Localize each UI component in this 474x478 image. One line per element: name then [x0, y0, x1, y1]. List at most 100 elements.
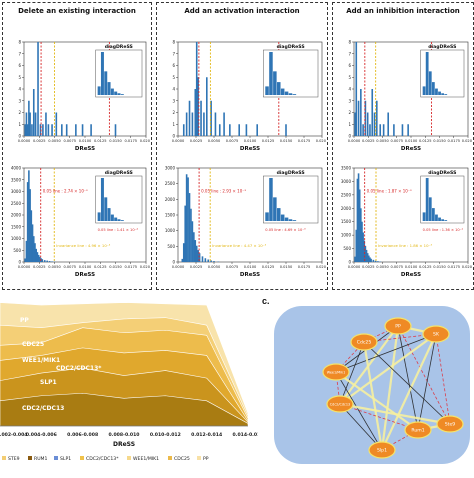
bar — [194, 89, 196, 136]
y-tick-label: 3000 — [341, 179, 352, 184]
x-tick-label: 0.006-0.008 — [67, 432, 98, 438]
inset-bar — [289, 219, 293, 221]
bar — [369, 124, 371, 136]
x-tick-label: 0.0175 — [447, 139, 460, 143]
red-line-note: 0.05 line : 2.93 × 10⁻³ — [201, 188, 246, 193]
x-tick-label: 0.010-0.012 — [150, 432, 181, 438]
bar — [184, 206, 186, 262]
y-tick-label: 500 — [343, 246, 351, 251]
inset-bar — [285, 92, 289, 95]
x-tick-label: 0.0100 — [244, 265, 257, 269]
bar — [376, 101, 378, 136]
bar — [35, 113, 37, 137]
x-axis-label: DReSS — [401, 146, 421, 152]
bar — [49, 261, 51, 262]
bar — [189, 101, 191, 136]
bar — [186, 174, 188, 262]
inset-title: diagDReSS — [105, 170, 133, 176]
red-line-note: 0.05 line : 2.74 × 10⁻³ — [43, 188, 88, 193]
y-tick-label: 8 — [172, 40, 175, 45]
legend-label: SLP1 — [60, 456, 71, 462]
inset-bar — [265, 212, 269, 221]
x-tick-label: 0.0125 — [94, 265, 107, 269]
network-node-label: Cdc25 — [357, 340, 372, 346]
inset-bar — [277, 208, 281, 221]
y-tick-label: 3000 — [165, 166, 176, 171]
panel-title: Add an activation interaction — [157, 7, 327, 15]
x-tick-label: 0.0075 — [63, 265, 76, 269]
inset-bar — [101, 52, 104, 95]
inset-title: diagDReSS — [277, 44, 305, 50]
x-tick-label: 0.0075 — [226, 265, 239, 269]
x-tick-label: 0.0025 — [190, 139, 203, 143]
y-tick-label: 3 — [172, 98, 175, 103]
y-tick-label: 0 — [172, 260, 175, 265]
inset-bar — [104, 71, 107, 95]
bar — [196, 42, 198, 136]
bar — [192, 113, 194, 137]
x-tick-label: 0.0025 — [33, 265, 46, 269]
bar — [371, 89, 373, 136]
legend-label: WEE1/MIK1 — [133, 456, 159, 462]
legend-swatch — [2, 456, 6, 460]
inset-bar — [293, 94, 297, 95]
y-tick-label: 3500 — [11, 177, 22, 182]
bar — [61, 124, 63, 136]
x-tick-label: 0.0075 — [226, 139, 239, 143]
x-tick-label: 0.0100 — [405, 139, 418, 143]
inset-bar — [277, 82, 281, 95]
bar — [194, 240, 196, 262]
y-tick-label: 2500 — [165, 181, 176, 186]
x-tick-label: 0.0050 — [48, 139, 61, 143]
x-tick-label: 0.0100 — [244, 139, 257, 143]
y-tick-label: 6 — [348, 63, 351, 68]
x-axis-label: DReSS — [113, 441, 135, 448]
network-node-label: Ste9 — [445, 422, 456, 428]
area-layer-label: CDC2/CDC13* — [56, 365, 102, 372]
inset-bar — [108, 208, 111, 221]
bar — [373, 260, 375, 262]
x-tick-label: 0.004-0.006 — [26, 432, 57, 438]
x-tick-label: 0.0125 — [419, 265, 432, 269]
y-tick-label: 6 — [172, 63, 175, 68]
y-tick-label: 2000 — [11, 213, 22, 218]
x-axis-label: DReSS — [401, 272, 421, 278]
inset-bar — [426, 52, 429, 95]
x-tick-label: 0.002-0.004 — [0, 432, 27, 438]
y-tick-label: 7 — [348, 51, 351, 56]
inset-title: diagDReSS — [277, 170, 305, 176]
y-tick-label: 2 — [18, 110, 21, 115]
y-tick-label: 3000 — [11, 189, 22, 194]
bar — [82, 124, 84, 136]
y-tick-label: 5 — [348, 75, 351, 80]
y-tick-label: 0 — [18, 134, 21, 139]
inset-bar — [444, 220, 447, 221]
bar — [196, 246, 198, 262]
x-tick-label: 0.0025 — [190, 265, 203, 269]
legend-label: STE9 — [8, 456, 20, 462]
bar — [207, 259, 209, 262]
panel-title: Delete an existing interaction — [3, 7, 151, 15]
bar — [48, 124, 50, 136]
y-tick-label: 8 — [348, 40, 351, 45]
inset-bar — [114, 92, 117, 95]
inset-bar — [435, 89, 438, 95]
x-tick-label: 0.0125 — [94, 139, 107, 143]
y-tick-label: 1 — [348, 122, 351, 127]
bar — [362, 124, 364, 136]
area-layer-label: WEE1/MIK1 — [22, 357, 60, 364]
x-tick-label: 0.0000 — [172, 265, 185, 269]
bar — [115, 124, 117, 136]
x-tick-label: 0.0075 — [63, 139, 76, 143]
inset-bar — [281, 89, 285, 95]
inset-red-note: 0.05 line : 1.36 × 10⁻² — [423, 228, 464, 232]
bar — [205, 258, 207, 262]
bar — [358, 101, 360, 136]
inset-bar — [118, 219, 121, 221]
inset-title: diagDReSS — [428, 44, 456, 50]
